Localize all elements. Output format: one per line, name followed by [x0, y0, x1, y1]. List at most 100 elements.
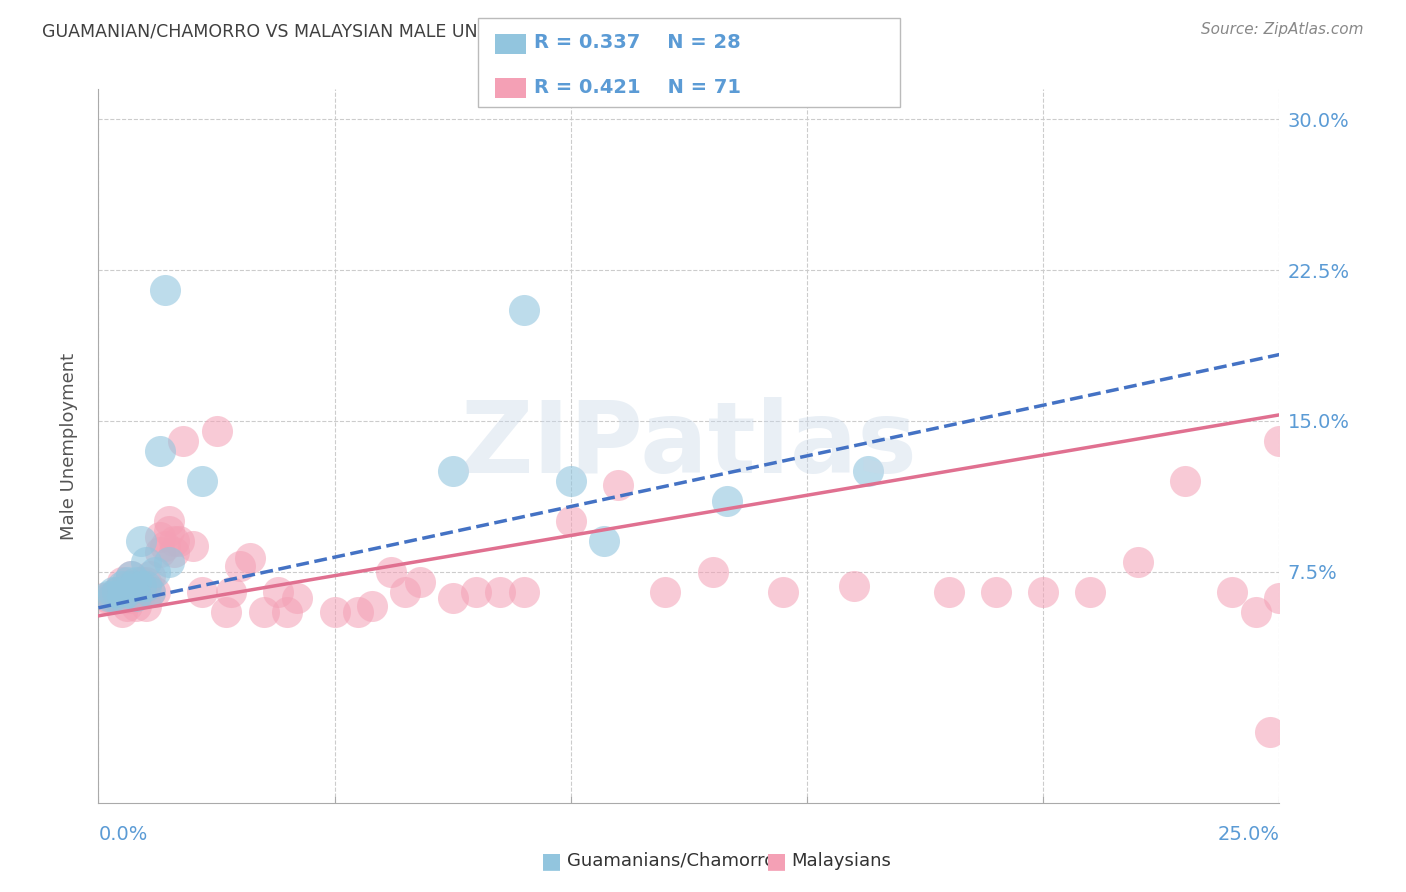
Point	[512, 303, 534, 318]
Point	[115, 579, 138, 593]
Point	[125, 574, 148, 589]
Point	[139, 568, 162, 582]
Point	[191, 584, 214, 599]
Point	[101, 591, 124, 605]
Point	[149, 531, 172, 545]
Point	[489, 584, 512, 599]
Point	[512, 584, 534, 599]
Point	[115, 599, 138, 613]
Point	[1268, 591, 1291, 605]
Point	[560, 515, 582, 529]
Point	[149, 544, 172, 558]
Text: R = 0.421    N = 71: R = 0.421 N = 71	[534, 78, 741, 97]
Point	[1268, 434, 1291, 448]
Point	[323, 605, 346, 619]
Point	[858, 464, 880, 478]
Point	[560, 474, 582, 488]
Point	[205, 424, 228, 438]
Point	[157, 555, 180, 569]
Text: ZIPatlas: ZIPatlas	[461, 398, 917, 494]
Point	[125, 579, 148, 593]
Point	[111, 574, 134, 589]
Point	[115, 574, 138, 589]
Point	[105, 584, 128, 599]
Point	[149, 444, 172, 458]
Point	[111, 605, 134, 619]
Point	[441, 464, 464, 478]
Point	[121, 584, 143, 599]
Point	[347, 605, 370, 619]
Point	[129, 579, 152, 593]
Point	[105, 584, 128, 599]
Point	[607, 478, 630, 492]
Point	[115, 584, 138, 599]
Point	[844, 579, 866, 593]
Point	[135, 599, 157, 613]
Point	[380, 565, 402, 579]
Text: Malaysians: Malaysians	[792, 852, 891, 870]
Point	[105, 591, 128, 605]
Point	[408, 574, 430, 589]
Point	[125, 589, 148, 603]
Point	[121, 591, 143, 605]
Point	[1258, 725, 1281, 739]
Point	[163, 544, 186, 558]
Point	[153, 539, 176, 553]
Text: Guamanians/Chamorros: Guamanians/Chamorros	[567, 852, 785, 870]
Text: ■: ■	[541, 851, 562, 871]
Point	[91, 591, 114, 605]
Point	[129, 584, 152, 599]
Point	[215, 605, 238, 619]
Point	[157, 524, 180, 539]
Point	[101, 589, 124, 603]
Point	[135, 574, 157, 589]
Point	[465, 584, 488, 599]
Point	[181, 539, 204, 553]
Text: Source: ZipAtlas.com: Source: ZipAtlas.com	[1201, 22, 1364, 37]
Point	[163, 534, 186, 549]
Point	[361, 599, 384, 613]
Point	[239, 550, 262, 565]
Point	[167, 534, 190, 549]
Point	[111, 579, 134, 593]
Point	[1244, 605, 1267, 619]
Point	[143, 565, 166, 579]
Point	[984, 584, 1007, 599]
Point	[129, 574, 152, 589]
Point	[441, 591, 464, 605]
Point	[139, 584, 162, 599]
Point	[593, 534, 616, 549]
Point	[153, 283, 176, 297]
Point	[111, 589, 134, 603]
Point	[267, 584, 290, 599]
Point	[716, 494, 738, 508]
Point	[121, 579, 143, 593]
Point	[111, 591, 134, 605]
Point	[702, 565, 724, 579]
Point	[654, 584, 676, 599]
Point	[938, 584, 960, 599]
Point	[101, 584, 124, 599]
Point	[219, 584, 242, 599]
Text: 25.0%: 25.0%	[1218, 824, 1279, 844]
Text: GUAMANIAN/CHAMORRO VS MALAYSIAN MALE UNEMPLOYMENT CORRELATION CHART: GUAMANIAN/CHAMORRO VS MALAYSIAN MALE UNE…	[42, 22, 792, 40]
Point	[115, 591, 138, 605]
Text: 0.0%: 0.0%	[98, 824, 148, 844]
Point	[1080, 584, 1102, 599]
Point	[253, 605, 276, 619]
Point	[172, 434, 194, 448]
Point	[191, 474, 214, 488]
Text: ■: ■	[766, 851, 787, 871]
Point	[285, 591, 308, 605]
Text: R = 0.337    N = 28: R = 0.337 N = 28	[534, 33, 741, 53]
Point	[135, 555, 157, 569]
Point	[135, 579, 157, 593]
Text: Male Unemployment: Male Unemployment	[60, 352, 77, 540]
Point	[143, 584, 166, 599]
Point	[772, 584, 794, 599]
Point	[97, 591, 120, 605]
Point	[129, 534, 152, 549]
Point	[97, 589, 120, 603]
Point	[394, 584, 416, 599]
Point	[121, 568, 143, 582]
